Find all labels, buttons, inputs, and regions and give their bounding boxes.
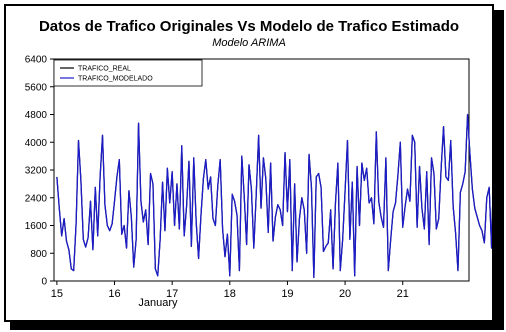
chart-svg: Datos de Trafico Originales Vs Modelo de… (25, 18, 492, 309)
y-tick-label: 2400 (25, 193, 48, 204)
chart-panel: Datos de Trafico Originales Vs Modelo de… (4, 4, 494, 322)
x-tick-label: 21 (397, 288, 409, 300)
chart-title: Datos de Trafico Originales Vs Modelo de… (39, 18, 459, 35)
chart-subtitle: Modelo ARIMA (212, 37, 286, 49)
x-tick-label: 19 (281, 288, 293, 300)
plot-area (53, 58, 470, 282)
legend-label-modelado: TRAFICO_MODELADO (78, 76, 153, 83)
legend-box (53, 59, 203, 87)
y-tick-label: 800 (30, 249, 47, 260)
legend: TRAFICO_REAL TRAFICO_MODELADO (53, 59, 203, 87)
x-tick-label: 18 (224, 288, 236, 300)
y-tick-label: 0 (41, 277, 47, 288)
y-axis: 0 800 1600 2400 3200 4000 4800 5600 6400 (25, 55, 54, 288)
x-tick-label: 15 (51, 288, 63, 300)
y-tick-label: 4000 (25, 138, 48, 149)
x-axis-label: January (138, 297, 178, 309)
x-tick-label: 20 (339, 288, 351, 300)
series-trafico-modelado (56, 113, 492, 279)
x-tick-label: 17 (166, 288, 178, 300)
series-layer (56, 113, 492, 279)
x-axis: 15 16 17 18 19 20 21 (51, 281, 409, 300)
y-tick-label: 3200 (25, 166, 48, 177)
y-tick-label: 5600 (25, 82, 48, 93)
y-tick-label: 6400 (25, 55, 48, 66)
y-tick-label: 1600 (25, 221, 48, 232)
legend-label-real: TRAFICO_REAL (78, 66, 131, 73)
x-tick-label: 16 (108, 288, 120, 300)
y-tick-label: 4800 (25, 110, 48, 121)
